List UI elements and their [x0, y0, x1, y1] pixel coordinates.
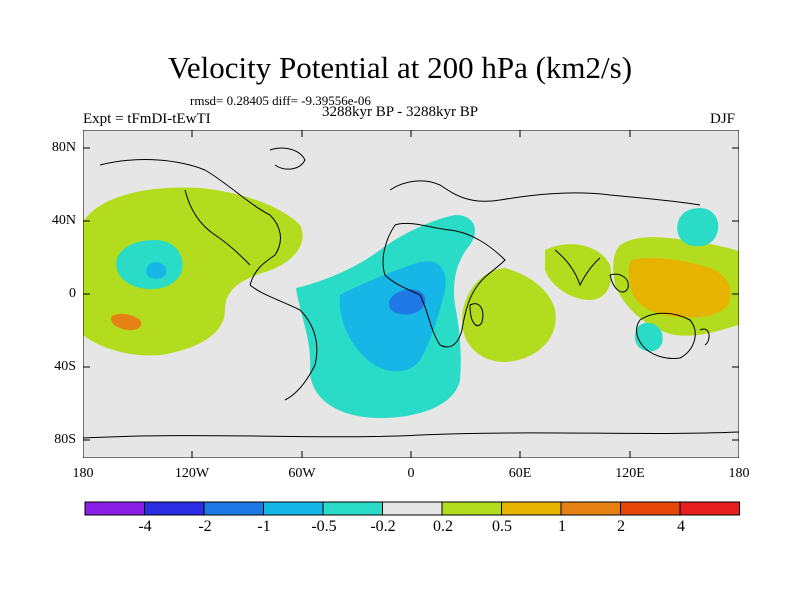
lat-label-80s: 80S: [54, 432, 76, 447]
lon-label-180e: 180: [728, 466, 750, 481]
lon-label-120e: 120E: [615, 466, 645, 481]
colorbar-label: 2: [617, 518, 625, 535]
negative-region-south-atlantic: [339, 261, 446, 372]
negative-core-atlantic: [388, 289, 426, 315]
colorbar-box: [501, 501, 562, 516]
colorbar: [84, 501, 740, 516]
lon-label-120w: 120W: [174, 466, 210, 481]
colorbar-box: [144, 501, 205, 516]
positive-region-indian-ocean: [462, 268, 556, 362]
negative-region-north-pacific: [677, 208, 719, 247]
coastlines: [83, 147, 739, 439]
period-label: 3288kyr BP - 3288kyr BP: [322, 104, 479, 120]
colorbar-box: [203, 501, 264, 516]
strong-positive-west-pacific: [628, 257, 731, 318]
colorbar-box: [322, 501, 383, 516]
axis-ticks: [83, 130, 739, 458]
colorbar-box: [620, 501, 681, 516]
colorbar-label: -0.2: [370, 518, 396, 535]
rmsd-diff-stats: rmsd= 0.28405 diff= -9.39556e-06: [190, 93, 371, 108]
positive-region-south-asia: [545, 244, 612, 300]
strong-positive-east-pacific: [111, 313, 142, 331]
colorbar-label: -1: [257, 518, 271, 535]
lat-label-40n: 40N: [51, 213, 76, 228]
colorbar-box: [441, 501, 502, 516]
colorbar-label: -2: [198, 518, 212, 535]
map-title: Velocity Potential at 200 hPa (km2/s): [167, 50, 633, 85]
season-label: DJF: [710, 111, 736, 127]
negative-region-pacific-core: [146, 262, 167, 279]
colorbar-label: -4: [138, 518, 152, 535]
colorbar-box: [560, 501, 621, 516]
colorbar-label: 1: [558, 518, 566, 535]
lon-label-60e: 60E: [508, 466, 532, 481]
colorbar-box: [382, 501, 443, 516]
colorbar-label: -0.5: [311, 518, 337, 535]
colorbar-label: 4: [677, 518, 685, 535]
lat-label-0: 0: [69, 286, 76, 301]
map-plot-area: [83, 130, 739, 458]
experiment-label: Expt = tFmDI-tEwTI: [83, 111, 211, 127]
colorbar-box: [84, 501, 145, 516]
lon-label-180w: 180: [72, 466, 94, 481]
colorbar-box: [263, 501, 324, 516]
lon-label-0: 0: [407, 466, 415, 481]
colorbar-label: 0.2: [433, 518, 453, 535]
lat-label-40s: 40S: [54, 359, 76, 374]
lon-label-60w: 60W: [288, 466, 316, 481]
lat-label-80n: 80N: [51, 140, 76, 155]
colorbar-label: 0.5: [492, 518, 512, 535]
colorbar-box: [679, 501, 740, 516]
positive-region-east-pacific: [83, 187, 303, 356]
